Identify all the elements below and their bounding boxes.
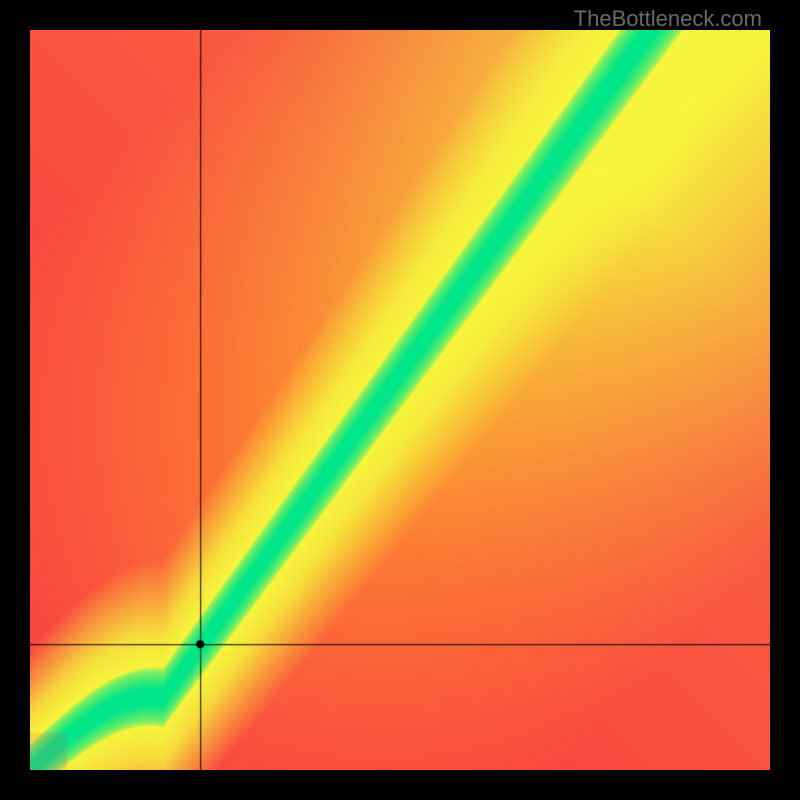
watermark-text: TheBottleneck.com — [574, 6, 762, 32]
heatmap-canvas — [30, 30, 770, 770]
heatmap-plot — [30, 30, 770, 770]
